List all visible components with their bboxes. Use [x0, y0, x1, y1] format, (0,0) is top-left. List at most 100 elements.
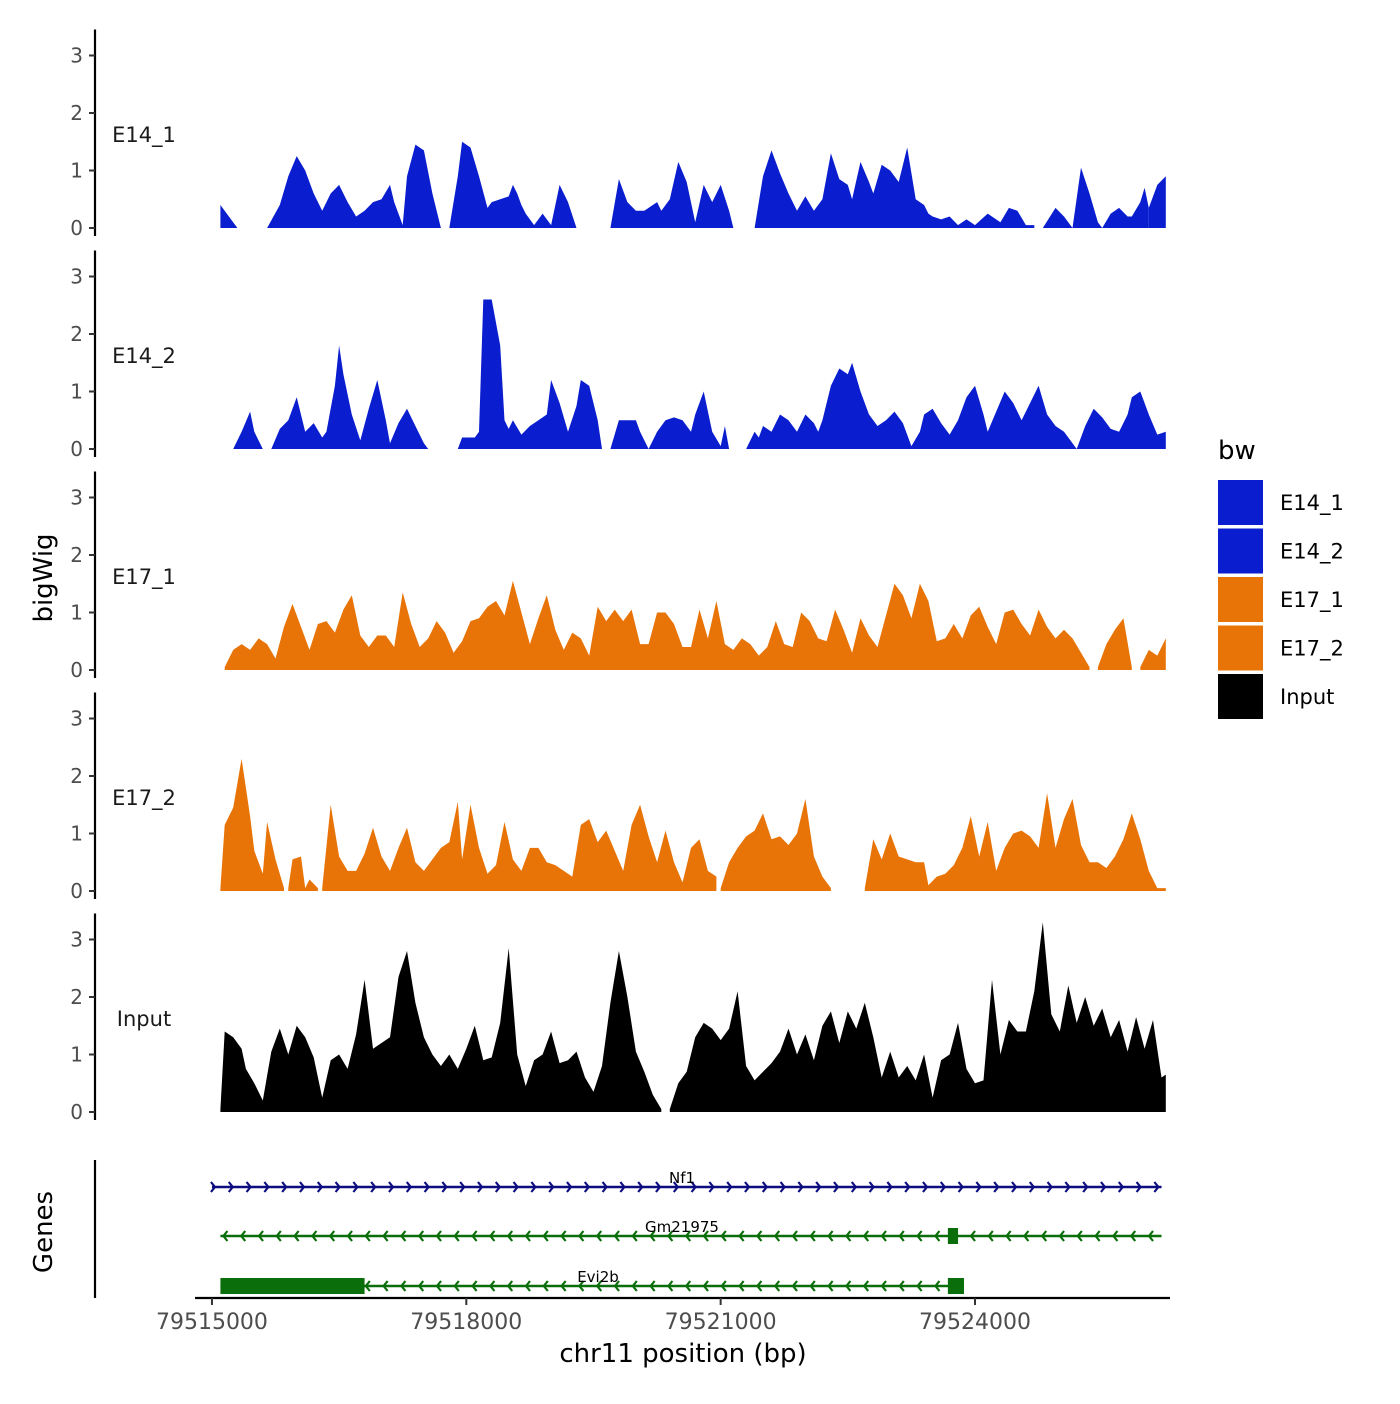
strand-chevron	[245, 1181, 252, 1193]
track-area-e17-2-2	[322, 801, 717, 891]
strand-chevron	[1094, 1230, 1101, 1242]
tracks-layer: 0 1 2 3 E14_1 0 1 2 3 E14_2 0 1 2 3 E17_1 0 1 2 3 E17_2 0 1 2 3…	[70, 29, 1166, 1124]
strand-chevron	[578, 1280, 585, 1292]
track-area-e17-2-1	[288, 856, 318, 891]
track-label-input: Input	[117, 1007, 171, 1031]
strand-chevron	[566, 1181, 573, 1193]
track-label-e17-1: E17_1	[112, 565, 176, 590]
track-label-e14-2: E14_2	[112, 344, 176, 369]
strand-chevron	[619, 1181, 626, 1193]
strand-chevron	[845, 1230, 852, 1242]
y-tick-label: 1	[70, 822, 83, 846]
strand-chevron	[370, 1181, 377, 1193]
strand-chevron	[548, 1181, 555, 1193]
strand-chevron	[934, 1230, 941, 1242]
legend-label-e14-2: E14_2	[1280, 540, 1344, 565]
legend-label-e14-1: E14_1	[1280, 491, 1344, 516]
track-area-input-0	[220, 948, 662, 1112]
strand-chevron	[352, 1181, 359, 1193]
strand-chevron	[957, 1181, 964, 1193]
strand-chevron	[601, 1181, 608, 1193]
strand-chevron	[1135, 1181, 1142, 1193]
strand-chevron	[423, 1181, 430, 1193]
strand-chevron	[453, 1230, 460, 1242]
track-area-e14-1-3	[754, 147, 1035, 228]
strand-chevron	[435, 1280, 442, 1292]
x-tick-label: 79518000	[410, 1310, 522, 1335]
strand-chevron	[631, 1280, 638, 1292]
y-tick-label: 1	[70, 380, 83, 404]
y-tick-label: 0	[70, 437, 83, 461]
strand-chevron	[560, 1280, 567, 1292]
strand-chevron	[880, 1230, 887, 1242]
strand-chevron	[827, 1230, 834, 1242]
legend: bw E14_1 E14_2 E17_1 E17_2 Input	[1218, 436, 1344, 719]
strand-chevron	[239, 1230, 247, 1242]
strand-chevron	[667, 1230, 674, 1242]
strand-chevron	[916, 1280, 923, 1292]
strand-chevron	[898, 1280, 905, 1292]
strand-chevron	[1076, 1230, 1083, 1242]
strand-chevron	[524, 1230, 531, 1242]
strand-chevron	[744, 1181, 751, 1193]
strand-chevron	[791, 1230, 798, 1242]
strand-chevron	[417, 1230, 425, 1242]
strand-chevron	[275, 1230, 282, 1242]
strand-chevron	[613, 1280, 620, 1292]
gene-nf1: Nf1	[210, 1169, 1162, 1193]
track-area-e17-2-3	[720, 799, 831, 891]
genes-layer: Nf1 Gm21975 Evi2b	[93, 1160, 1162, 1298]
strand-chevron	[916, 1230, 923, 1242]
track-area-e14-2-3	[610, 391, 730, 449]
strand-chevron	[560, 1230, 567, 1242]
strand-chevron	[702, 1280, 709, 1292]
x-tick-label: 79521000	[665, 1310, 777, 1335]
strand-chevron	[637, 1181, 644, 1193]
track-area-input-1	[669, 922, 1166, 1112]
strand-chevron	[1028, 1181, 1036, 1193]
strand-chevron	[364, 1230, 371, 1242]
track-e17-1: 0 1 2 3 E17_1	[70, 471, 1166, 682]
strand-chevron	[809, 1280, 816, 1292]
legend-swatch-e17-2	[1218, 625, 1263, 671]
track-area-e14-2-5	[1076, 391, 1166, 449]
strand-chevron	[382, 1230, 389, 1242]
track-area-e14-1-4	[1042, 167, 1103, 228]
strand-chevron	[815, 1181, 822, 1193]
gene-label-nf1: Nf1	[669, 1169, 695, 1187]
strand-chevron	[524, 1280, 531, 1292]
track-label-e14-1: E14_1	[112, 123, 176, 148]
strand-chevron	[833, 1181, 840, 1193]
strand-chevron	[690, 1181, 697, 1193]
strand-chevron	[791, 1280, 798, 1292]
strand-chevron	[761, 1181, 769, 1193]
x-axis-title: chr11 position (bp)	[559, 1339, 806, 1369]
gene-exon	[947, 1228, 959, 1244]
strand-chevron	[975, 1181, 982, 1193]
strand-chevron	[471, 1230, 478, 1242]
strand-chevron	[227, 1181, 235, 1193]
strand-chevron	[1023, 1230, 1030, 1242]
track-area-e14-1-6	[1148, 176, 1166, 228]
strand-chevron	[987, 1230, 994, 1242]
strand-chevron	[1040, 1230, 1048, 1242]
strand-chevron	[494, 1181, 502, 1193]
y-tick-label: 2	[70, 543, 83, 567]
gene-label-evi2b: Evi2b	[577, 1268, 619, 1286]
track-area-e14-2-4	[746, 362, 1077, 449]
x-axis: 79515000 79518000 79521000 79524000	[156, 1296, 1170, 1335]
gene-label-gm21975: Gm21975	[645, 1218, 719, 1236]
strand-chevron	[773, 1230, 781, 1242]
track-area-e17-1-1	[1097, 618, 1132, 670]
strand-chevron	[311, 1230, 318, 1242]
strand-chevron	[827, 1280, 834, 1292]
strand-chevron	[542, 1280, 549, 1292]
strand-chevron	[702, 1230, 709, 1242]
y-tick-label: 2	[70, 101, 83, 125]
strand-chevron	[1005, 1230, 1012, 1242]
legend-swatch-input	[1218, 674, 1263, 719]
strand-chevron	[489, 1230, 496, 1242]
strand-chevron	[1011, 1181, 1018, 1193]
strand-chevron	[1129, 1230, 1137, 1242]
strand-chevron	[886, 1181, 893, 1193]
